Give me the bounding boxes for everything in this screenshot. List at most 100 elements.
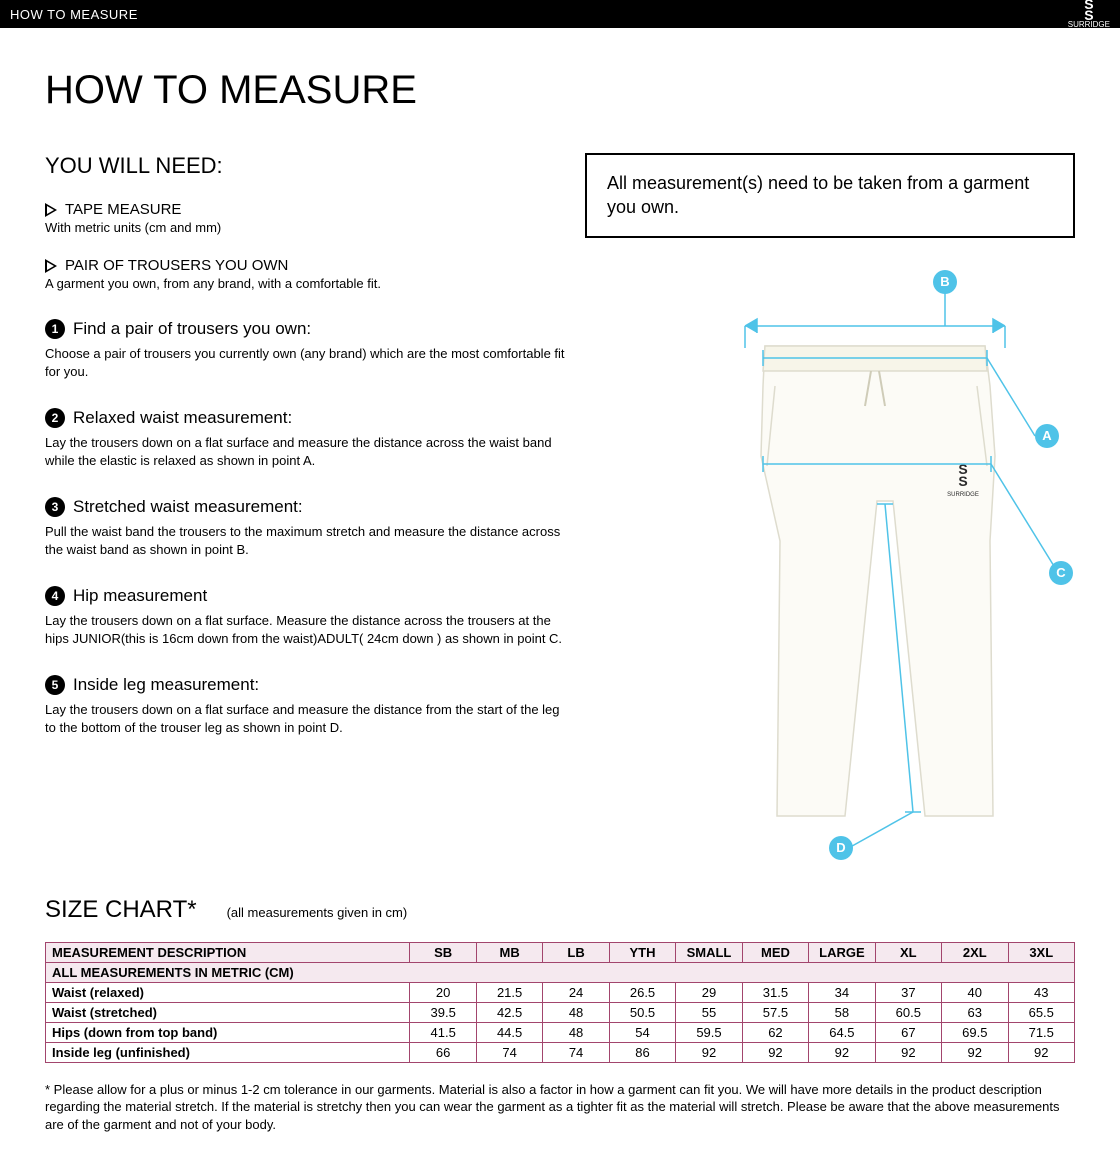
table-header-size: YTH [609, 942, 675, 962]
step-number-badge: 3 [45, 497, 65, 517]
step-body: Pull the waist band the trousers to the … [45, 523, 565, 558]
table-cell: 63 [942, 1002, 1008, 1022]
step: 3 Stretched waist measurement: Pull the … [45, 497, 565, 558]
table-header-size: 2XL [942, 942, 1008, 962]
table-cell: 66 [410, 1042, 476, 1062]
note-box: All measurement(s) need to be taken from… [585, 153, 1075, 238]
size-chart-thead: MEASUREMENT DESCRIPTIONSBMBLBYTHSMALLMED… [46, 942, 1075, 962]
table-cell: 55 [676, 1002, 742, 1022]
top-bar: HOW TO MEASURE S S SURRIDGE [0, 0, 1120, 28]
content-row: YOU WILL NEED: TAPE MEASURE With metric … [45, 153, 1075, 856]
table-cell: 20 [410, 982, 476, 1002]
table-cell: 92 [875, 1042, 941, 1062]
step: 4 Hip measurement Lay the trousers down … [45, 586, 565, 647]
table-cell: 31.5 [742, 982, 808, 1002]
trouser-diagram: S S SURRIDGE [595, 256, 1065, 856]
step-title: Find a pair of trousers you own: [73, 319, 311, 339]
table-cell: 74 [476, 1042, 542, 1062]
table-cell: 92 [1008, 1042, 1074, 1062]
table-cell: 26.5 [609, 982, 675, 1002]
table-row: Waist (stretched)39.542.54850.55557.5586… [46, 1002, 1075, 1022]
table-header-size: LARGE [809, 942, 875, 962]
table-cell: 92 [942, 1042, 1008, 1062]
size-chart-heading-row: SIZE CHART* (all measurements given in c… [45, 896, 1075, 924]
table-cell: 21.5 [476, 982, 542, 1002]
table-cell: 71.5 [1008, 1022, 1074, 1042]
step-number-badge: 2 [45, 408, 65, 428]
size-chart-sub: (all measurements given in cm) [227, 905, 408, 920]
need-item: TAPE MEASURE With metric units (cm and m… [45, 201, 565, 235]
step-title: Stretched waist measurement: [73, 497, 303, 517]
step: 1 Find a pair of trousers you own: Choos… [45, 319, 565, 380]
table-cell: 64.5 [809, 1022, 875, 1042]
need-item-sub: A garment you own, from any brand, with … [45, 276, 565, 291]
left-column: YOU WILL NEED: TAPE MEASURE With metric … [45, 153, 565, 856]
step-body: Lay the trousers down on a flat surface … [45, 701, 565, 736]
brand-logo: S S SURRIDGE [1068, 0, 1110, 29]
footnote: * Please allow for a plus or minus 1-2 c… [45, 1081, 1075, 1134]
page-title: HOW TO MEASURE [45, 68, 1075, 113]
table-cell: 48 [543, 1022, 609, 1042]
table-cell: 86 [609, 1042, 675, 1062]
play-icon [45, 259, 57, 273]
step-body: Lay the trousers down on a flat surface … [45, 434, 565, 469]
table-row-label: Hips (down from top band) [46, 1022, 410, 1042]
table-cell: 29 [676, 982, 742, 1002]
table-cell: 92 [809, 1042, 875, 1062]
table-cell: 69.5 [942, 1022, 1008, 1042]
table-header-size: LB [543, 942, 609, 962]
table-cell: 57.5 [742, 1002, 808, 1022]
need-item-title: TAPE MEASURE [65, 201, 181, 218]
table-row: Inside leg (unfinished)66747486929292929… [46, 1042, 1075, 1062]
step-body: Choose a pair of trousers you currently … [45, 345, 565, 380]
table-cell: 74 [543, 1042, 609, 1062]
table-cell: 54 [609, 1022, 675, 1042]
table-cell: 48 [543, 1002, 609, 1022]
table-header-size: SMALL [676, 942, 742, 962]
table-header-desc: MEASUREMENT DESCRIPTION [46, 942, 410, 962]
marker-c: C [1049, 561, 1073, 585]
table-cell: 58 [809, 1002, 875, 1022]
marker-a: A [1035, 424, 1059, 448]
marker-b: B [933, 270, 957, 294]
play-icon [45, 203, 57, 217]
step-title: Inside leg measurement: [73, 675, 259, 695]
table-header-size: XL [875, 942, 941, 962]
table-cell: 41.5 [410, 1022, 476, 1042]
table-cell: 59.5 [676, 1022, 742, 1042]
topbar-title: HOW TO MEASURE [10, 7, 138, 22]
trouser-svg: S S SURRIDGE [595, 256, 1065, 856]
need-item-sub: With metric units (cm and mm) [45, 220, 565, 235]
table-row: Waist (relaxed)2021.52426.52931.53437404… [46, 982, 1075, 1002]
step-number-badge: 1 [45, 319, 65, 339]
table-subheader: ALL MEASUREMENTS IN METRIC (CM) [46, 962, 1075, 982]
step-body: Lay the trousers down on a flat surface.… [45, 612, 565, 647]
table-row-label: Inside leg (unfinished) [46, 1042, 410, 1062]
table-header-size: MB [476, 942, 542, 962]
table-cell: 60.5 [875, 1002, 941, 1022]
size-chart-title: SIZE CHART* [45, 896, 197, 924]
table-row: Hips (down from top band)41.544.5485459.… [46, 1022, 1075, 1042]
table-cell: 67 [875, 1022, 941, 1042]
step-number-badge: 4 [45, 586, 65, 606]
svg-text:S: S [958, 473, 967, 489]
table-cell: 44.5 [476, 1022, 542, 1042]
step-title: Hip measurement [73, 586, 207, 606]
table-header-size: MED [742, 942, 808, 962]
step-number-badge: 5 [45, 675, 65, 695]
table-cell: 34 [809, 982, 875, 1002]
table-cell: 39.5 [410, 1002, 476, 1022]
step: 2 Relaxed waist measurement: Lay the tro… [45, 408, 565, 469]
need-heading: YOU WILL NEED: [45, 153, 565, 179]
table-cell: 37 [875, 982, 941, 1002]
main-content: HOW TO MEASURE YOU WILL NEED: TAPE MEASU… [0, 28, 1120, 1153]
table-row-label: Waist (relaxed) [46, 982, 410, 1002]
size-chart-table: MEASUREMENT DESCRIPTIONSBMBLBYTHSMALLMED… [45, 942, 1075, 1063]
size-chart-tbody: ALL MEASUREMENTS IN METRIC (CM)Waist (re… [46, 962, 1075, 1062]
table-cell: 43 [1008, 982, 1074, 1002]
svg-text:SURRIDGE: SURRIDGE [947, 492, 979, 498]
right-column: All measurement(s) need to be taken from… [585, 153, 1075, 856]
table-cell: 40 [942, 982, 1008, 1002]
table-cell: 62 [742, 1022, 808, 1042]
table-cell: 42.5 [476, 1002, 542, 1022]
